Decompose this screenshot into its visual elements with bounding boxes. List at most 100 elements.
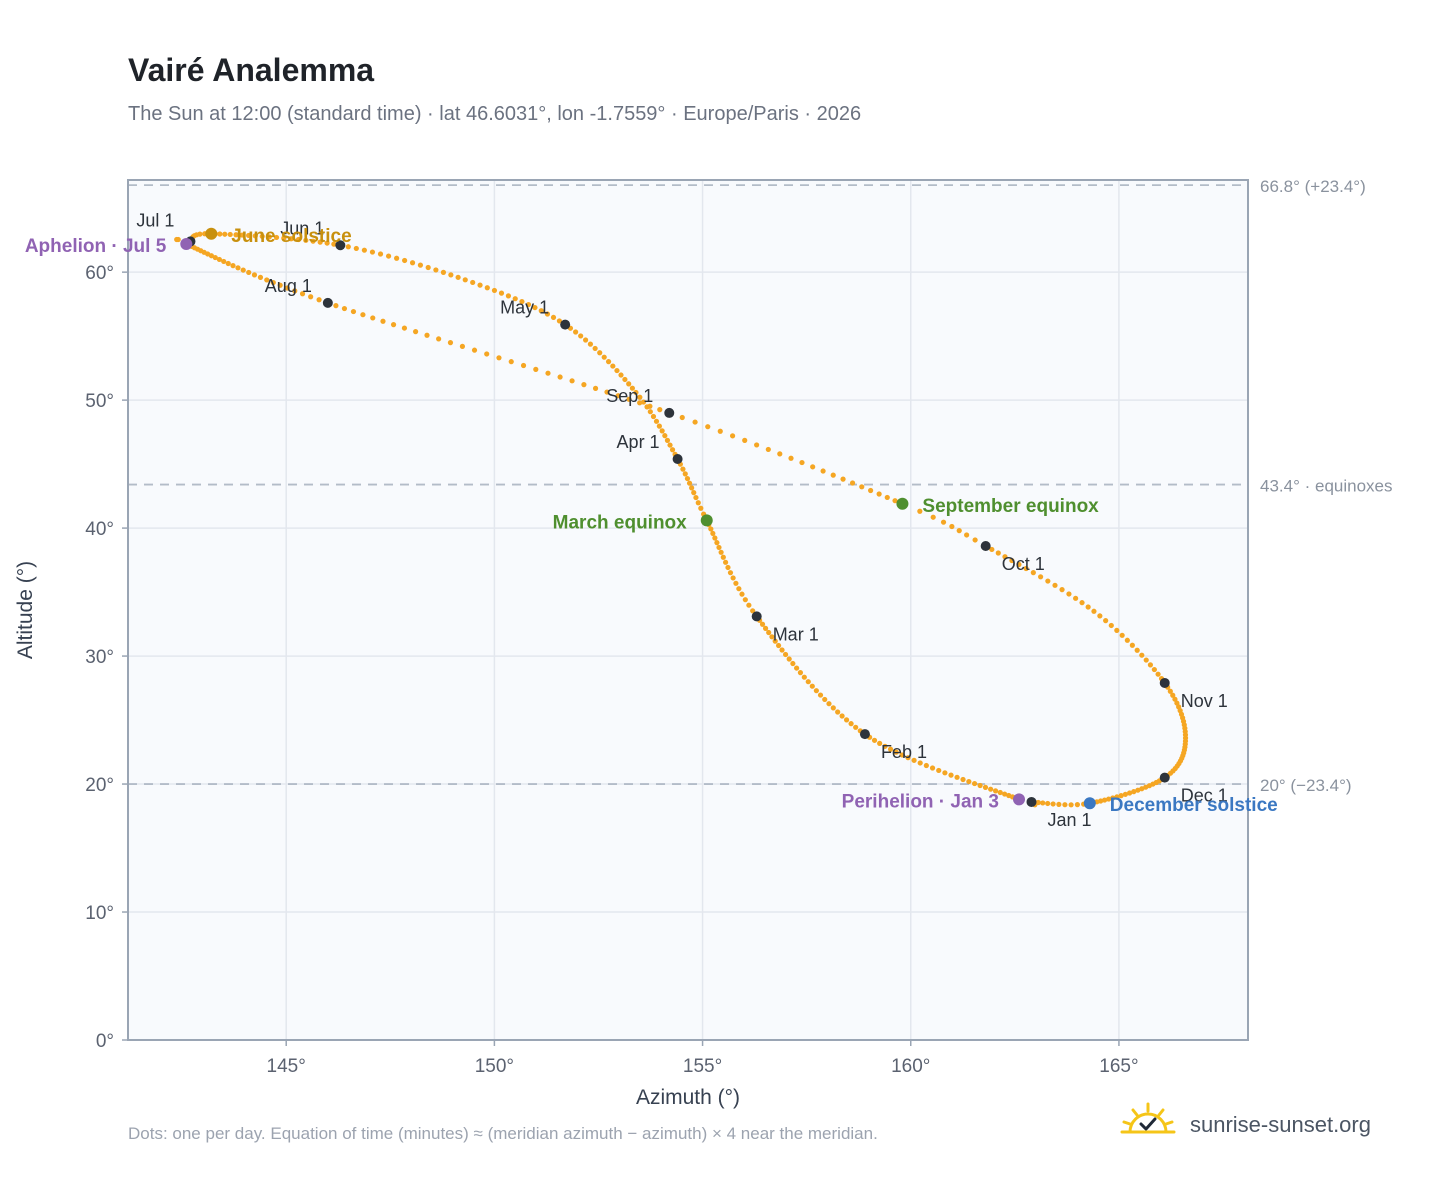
daily-dot <box>1059 587 1065 593</box>
daily-dot <box>782 651 789 658</box>
daily-dot <box>520 362 527 369</box>
month-marker-label: Jul 1 <box>136 210 174 230</box>
month-marker <box>664 407 675 418</box>
y-tick-label: 20° <box>85 775 114 796</box>
daily-dot <box>746 602 752 608</box>
daily-dot <box>905 755 911 761</box>
daily-dot <box>222 231 228 237</box>
daily-dot <box>656 423 662 429</box>
daily-dot <box>470 279 476 286</box>
daily-dot <box>459 343 466 349</box>
daily-dot <box>640 399 647 405</box>
daily-dot <box>1114 794 1120 800</box>
daily-dot <box>911 757 917 763</box>
daily-dot <box>284 285 290 291</box>
daily-dot <box>708 526 714 532</box>
daily-dot <box>794 665 800 671</box>
daily-dot <box>1134 647 1140 653</box>
month-marker <box>1026 796 1037 807</box>
month-marker-label: Jun 1 <box>280 218 324 238</box>
daily-dot <box>252 233 258 239</box>
daily-dot <box>917 760 923 766</box>
daily-dot <box>629 385 635 391</box>
daily-dot <box>826 701 832 707</box>
daily-dot <box>786 656 792 662</box>
daily-dot <box>380 318 386 324</box>
event-marker <box>180 237 193 250</box>
daily-dot <box>1126 790 1133 796</box>
daily-dot <box>835 709 841 715</box>
daily-dot <box>292 288 298 294</box>
daily-dot <box>750 608 756 614</box>
daily-dot <box>433 267 439 273</box>
daily-dot <box>498 290 505 296</box>
daily-dot <box>233 232 239 238</box>
daily-dot <box>942 770 948 776</box>
event-marker <box>896 497 909 510</box>
daily-dot <box>960 776 966 783</box>
daily-dot <box>1045 578 1051 584</box>
y-tick-label: 60° <box>85 263 114 284</box>
daily-dot <box>333 303 339 309</box>
daily-dot <box>730 575 736 581</box>
reference-line-label: 43.4° · equinoxes <box>1260 477 1393 496</box>
daily-dot <box>662 433 668 439</box>
daily-dot <box>893 749 899 755</box>
daily-dot <box>714 540 720 546</box>
daily-dot <box>633 389 639 396</box>
daily-dot <box>1124 637 1130 643</box>
daily-dot <box>637 394 643 400</box>
daily-dot <box>512 296 518 302</box>
daily-dot <box>647 403 653 409</box>
daily-dot <box>647 409 653 415</box>
daily-dot <box>679 414 685 421</box>
brand-logo[interactable]: sunrise-sunset.org <box>1120 1102 1390 1146</box>
plot-background <box>128 180 1248 1040</box>
daily-dot <box>604 389 610 395</box>
daily-dot <box>830 472 836 478</box>
reference-lines: 66.8° (+23.4°) 43.4° · equinoxes 20° (−23.… <box>128 177 1393 795</box>
daily-dot <box>1038 574 1044 580</box>
daily-dot <box>650 413 657 420</box>
daily-dot <box>1139 652 1145 658</box>
daily-dot <box>801 674 807 680</box>
daily-dot <box>797 670 804 676</box>
daily-dot <box>1108 622 1114 629</box>
daily-dot <box>989 546 995 553</box>
daily-dot <box>615 393 621 399</box>
month-marker-label: Apr 1 <box>617 432 660 452</box>
daily-dot <box>401 325 408 331</box>
daily-dot <box>618 372 624 378</box>
daily-dot <box>766 629 772 636</box>
daily-dot <box>230 263 236 269</box>
daily-dot <box>729 433 736 439</box>
event-label: March equinox <box>553 512 688 533</box>
daily-dot <box>964 532 970 538</box>
daily-dot <box>592 345 598 352</box>
month-marker-label: Dec 1 <box>1181 786 1228 806</box>
daily-dot <box>508 359 514 365</box>
daily-dot <box>1119 632 1125 638</box>
daily-dot <box>769 634 775 640</box>
daily-dot <box>689 485 695 491</box>
daily-dot <box>725 564 731 571</box>
event-marker <box>1013 793 1026 806</box>
daily-dot <box>1073 595 1079 601</box>
daily-dot <box>592 385 599 391</box>
daily-dot <box>239 232 245 238</box>
daily-dot <box>212 254 218 261</box>
daily-dot <box>1172 696 1178 702</box>
brand-name: sunrise-sunset.org <box>1190 1112 1371 1137</box>
y-tick-label: 40° <box>85 519 114 540</box>
daily-dot <box>727 570 734 576</box>
daily-dot <box>174 236 180 243</box>
daily-dot <box>425 264 431 271</box>
daily-dot <box>705 424 711 430</box>
daily-dot <box>1122 791 1128 797</box>
daily-dot <box>361 247 367 253</box>
daily-dot <box>412 329 419 335</box>
daily-dot <box>484 285 490 291</box>
daily-dot <box>217 231 223 237</box>
daily-dot <box>664 437 671 443</box>
daily-dot <box>1002 554 1008 560</box>
